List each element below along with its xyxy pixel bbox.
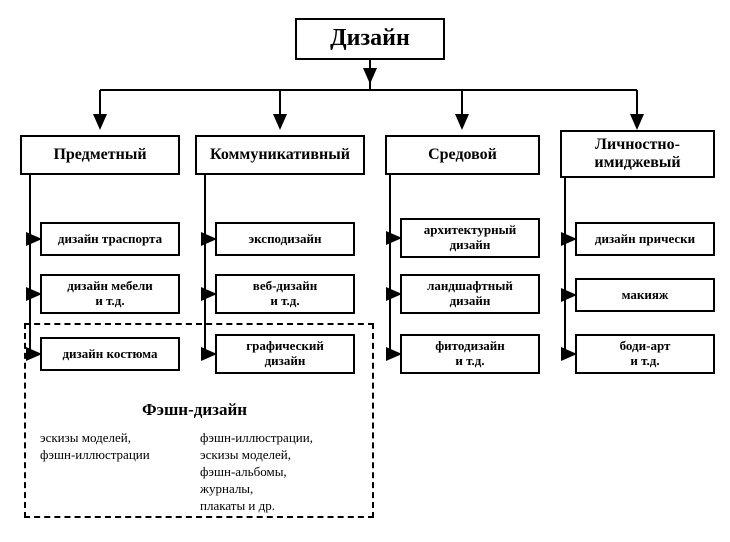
- category-node-sredovoy: Средовой: [385, 135, 540, 175]
- fashion-note-right: фэшн-иллюстрации, эскизы моделей, фэшн-а…: [200, 430, 313, 514]
- fashion-dashed-box: [24, 323, 374, 518]
- sub-node: ландшафтный дизайн: [400, 274, 540, 314]
- sub-node: боди-арт и т.д.: [575, 334, 715, 374]
- sub-node: веб-дизайн и т.д.: [215, 274, 355, 314]
- category-node-predmetny: Предметный: [20, 135, 180, 175]
- sub-node: фитодизайн и т.д.: [400, 334, 540, 374]
- sub-node: дизайн траспорта: [40, 222, 180, 256]
- sub-node: эксподизайн: [215, 222, 355, 256]
- category-node-kommunikativny: Коммуникативный: [195, 135, 365, 175]
- sub-node: макияж: [575, 278, 715, 312]
- fashion-title: Фэшн-дизайн: [142, 400, 247, 420]
- sub-node: архитектурный дизайн: [400, 218, 540, 258]
- sub-node: дизайн мебели и т.д.: [40, 274, 180, 314]
- root-node: Дизайн: [295, 18, 445, 60]
- fashion-note-left: эскизы моделей, фэшн-иллюстрации: [40, 430, 150, 464]
- category-node-lichnostno-imidzhevy: Личностно- имиджевый: [560, 130, 715, 178]
- sub-node: дизайн прически: [575, 222, 715, 256]
